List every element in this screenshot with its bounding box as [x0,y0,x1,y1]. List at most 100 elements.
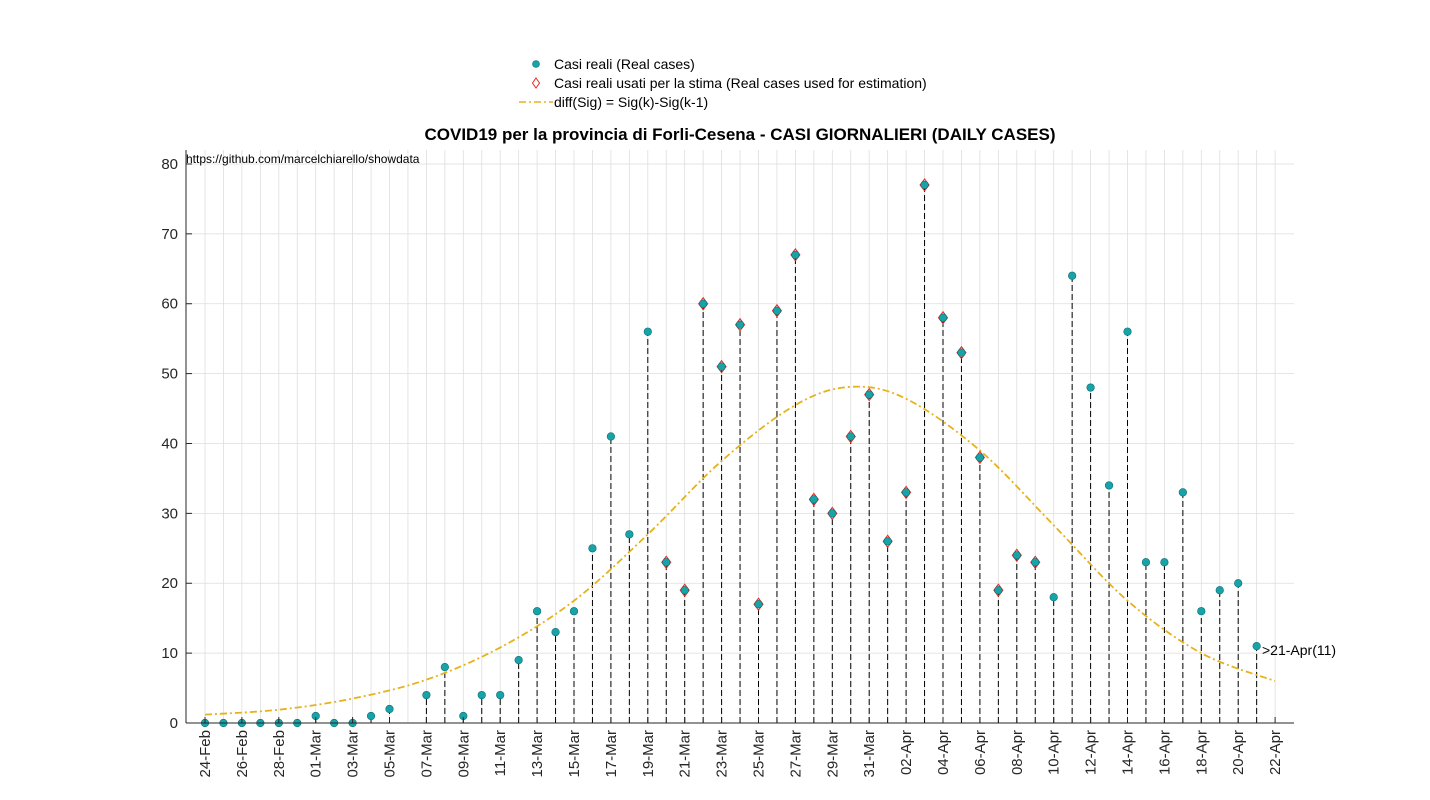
x-tick-label: 01-Mar [308,730,325,778]
y-tick-label: 40 [161,435,178,452]
legend-label-real-cases: Casi reali (Real cases) [554,56,695,72]
real-case-point [385,704,394,714]
real-case-point [551,628,560,637]
legend: Casi reali (Real cases) Casi reali usati… [519,56,927,110]
chart-title: COVID19 per la provincia di Forli-Cesena… [424,125,1055,144]
real-case-point [883,537,892,546]
real-case-point [1197,607,1206,616]
y-tick-label: 50 [161,366,178,383]
y-tick-label: 70 [161,226,178,243]
real-case-point [1123,327,1132,336]
stem-lines [315,184,1258,723]
x-tick-label: 19-Mar [640,730,657,778]
real-case-point [1160,558,1169,567]
x-tick-label: 22-Apr [1267,730,1284,775]
real-case-point [680,586,689,595]
real-case-point [606,432,616,441]
fit-curve-layer [204,385,1276,716]
x-tick-label: 05-Mar [382,730,399,778]
x-tick-label: 07-Mar [418,730,435,778]
real-case-point [920,180,929,190]
real-case-point [1234,579,1243,588]
real-case-point [846,432,855,441]
real-case-point [772,306,782,315]
real-case-point [901,488,911,497]
x-tick-label: 02-Apr [898,730,915,775]
real-case-point [735,320,745,329]
x-tick-label: 18-Apr [1193,730,1210,775]
legend-label-estimation: Casi reali usati per la stima (Real case… [554,75,927,91]
y-tick-label: 10 [161,645,178,662]
real-case-point [1178,488,1187,497]
x-tick-label: 10-Apr [1046,730,1063,775]
real-case-point [1086,383,1095,392]
real-case-point [957,348,966,357]
x-tick-label: 28-Feb [271,730,288,778]
real-case-point [809,495,818,504]
markers [200,178,1261,728]
real-case-point [1012,551,1021,560]
real-case-point [699,299,708,308]
x-tick-label: 26-Feb [234,730,251,778]
y-tick-label: 30 [161,505,178,522]
real-case-point [625,530,634,539]
x-tick-label: 12-Apr [1083,730,1100,775]
real-case-point [366,711,376,721]
y-tick-label: 80 [161,156,178,173]
real-case-point [1141,558,1151,567]
x-tick-label: 31-Mar [861,730,878,778]
x-tick-label: 06-Apr [972,730,989,775]
real-case-point [754,600,763,609]
real-case-point [514,656,523,665]
real-case-point [643,327,652,336]
real-case-point [477,690,486,700]
x-tick-label: 23-Mar [714,730,731,778]
legend-label-diff-sig: diff(Sig) = Sig(k)-Sig(k-1) [554,94,708,110]
x-tick-label: 20-Apr [1230,730,1247,775]
real-case-point [1068,271,1077,280]
real-case-point [828,509,837,518]
axes [185,150,1294,724]
x-tick-label: 27-Mar [787,730,804,778]
real-case-point [1104,481,1114,490]
x-tick-label: 08-Apr [1009,730,1026,775]
real-case-point [588,544,597,553]
x-tick-label: 03-Mar [345,730,362,778]
x-tick-label: 29-Mar [824,730,841,778]
legend-marker-estimation [531,77,541,89]
real-case-point [938,313,948,322]
x-tick-label: 15-Mar [566,730,583,778]
x-tick-label: 21-Mar [677,730,694,778]
real-case-point [662,558,671,567]
x-tick-label: 25-Mar [751,730,768,778]
x-tick-label: 09-Mar [455,730,472,778]
x-tick-label: 17-Mar [603,730,620,778]
x-tick-label: 14-Apr [1120,730,1137,775]
x-tick-label: 16-Apr [1156,730,1173,775]
real-case-point [496,690,505,700]
real-case-point [975,453,985,462]
x-tick-label: 24-Feb [197,730,214,778]
source-url: https://github.com/marcelchiarello/showd… [186,152,420,166]
x-tick-label: 13-Mar [529,730,546,778]
real-case-point [440,662,449,672]
y-tick-label: 60 [161,296,178,313]
y-tick-label: 20 [161,575,178,592]
last-point-annotation: >21-Apr(11) [1262,642,1336,658]
real-case-point [532,607,542,616]
real-case-point [569,607,579,616]
x-tick-label: 11-Mar [492,730,509,776]
tick-labels: 0 10 20 30 40 50 60 70 80 24-Feb 26-Feb 28-Feb 01-Ma… [161,156,1284,778]
real-case-point [1049,593,1058,602]
x-tick-label: 04-Apr [935,730,952,775]
real-case-point [865,390,874,399]
real-case-point [1031,558,1040,567]
real-case-point [422,690,431,700]
real-case-point [717,362,726,371]
fit-curve [204,385,1276,716]
legend-marker-real-cases [532,60,540,68]
real-case-point [1215,586,1224,595]
real-case-point [791,250,800,259]
real-case-point [994,586,1003,595]
